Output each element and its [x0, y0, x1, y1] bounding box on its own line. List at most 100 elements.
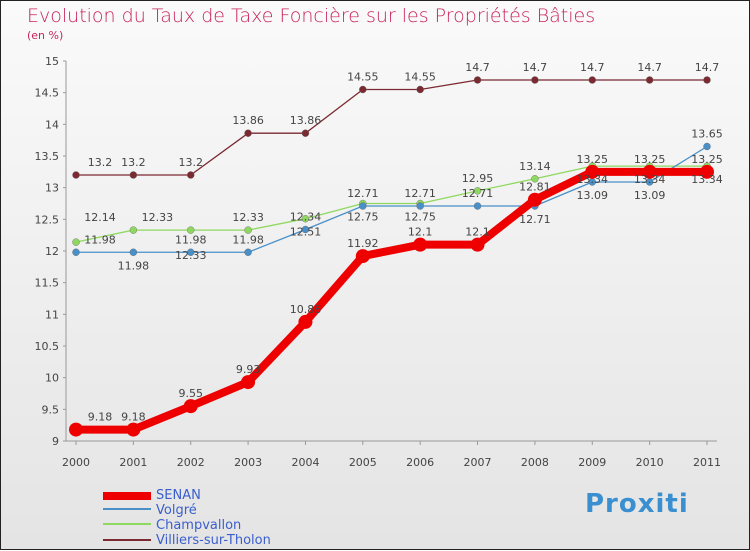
- data-point: [72, 238, 80, 246]
- y-axis-unit: (en %): [27, 29, 64, 42]
- data-point: [301, 214, 310, 223]
- data-label: 13.34: [691, 173, 723, 186]
- data-label: 13.2: [88, 156, 113, 169]
- y-tick-label: 14.5: [35, 87, 60, 100]
- data-label: 12.34: [290, 210, 322, 223]
- data-point: [703, 142, 711, 151]
- data-point: [301, 129, 310, 137]
- data-label: 9.93: [236, 363, 261, 376]
- data-point: [531, 76, 539, 84]
- y-tick-label: 13: [45, 182, 59, 195]
- data-point: [69, 422, 83, 437]
- data-point: [241, 375, 256, 390]
- data-point: [187, 248, 195, 256]
- data-point: [416, 85, 424, 94]
- data-label: 13.34: [577, 173, 609, 186]
- data-point: [527, 192, 542, 207]
- data-label: 13.09: [577, 189, 609, 202]
- data-label: 12.81: [519, 181, 551, 194]
- data-label: 12.33: [175, 249, 207, 262]
- y-tick-label: 14: [45, 118, 59, 131]
- x-tick-label: 2011: [693, 456, 721, 469]
- data-point: [473, 202, 482, 210]
- y-tick-label: 11.5: [35, 277, 60, 290]
- x-tick-label: 2003: [234, 456, 262, 469]
- data-label: 13.25: [691, 153, 723, 166]
- y-tick-label: 9.5: [42, 403, 60, 416]
- x-tick-label: 2005: [349, 456, 377, 469]
- x-tick-label: 2008: [521, 456, 549, 469]
- data-label: 11.98: [232, 233, 264, 246]
- y-tick-label: 9: [52, 435, 59, 448]
- x-tick-label: 2000: [62, 456, 90, 469]
- data-point: [359, 202, 367, 210]
- x-tick-label: 2001: [119, 456, 147, 469]
- x-tick-label: 2009: [578, 456, 606, 469]
- data-point: [298, 314, 313, 329]
- data-label: 12.71: [404, 187, 436, 200]
- y-tick-label: 15: [45, 55, 59, 68]
- x-tick-label: 2007: [464, 456, 492, 469]
- data-label: 13.25: [634, 153, 666, 166]
- y-tick-label: 13.5: [35, 150, 60, 163]
- data-point: [473, 76, 482, 84]
- data-label: 14.7: [580, 61, 605, 74]
- data-label: 13.2: [121, 156, 146, 169]
- data-label: 14.55: [404, 71, 436, 84]
- data-label: 14.7: [637, 61, 662, 74]
- data-label: 13.2: [178, 156, 203, 169]
- data-label: 14.7: [465, 61, 490, 74]
- data-point: [183, 399, 198, 414]
- data-point: [244, 226, 252, 234]
- y-tick-label: 11: [45, 308, 59, 321]
- y-tick-label: 12.5: [35, 213, 60, 226]
- legend-villiers: Villiers-sur-Tholon: [156, 533, 271, 548]
- series-lines: [69, 76, 714, 437]
- data-label: 12.1: [408, 226, 433, 239]
- data-point: [359, 85, 367, 94]
- data-label: 14.55: [347, 71, 379, 84]
- data-point: [301, 225, 310, 234]
- data-point: [129, 171, 138, 179]
- data-label: 11.98: [118, 259, 150, 272]
- data-labels: 9.18 9.18 9.55 9.93 10.88 11.92 12.1 12.1 12.81 1…: [84, 61, 723, 424]
- data-label: 12.33: [142, 211, 174, 224]
- legend-senan: SENAN: [156, 488, 201, 503]
- data-point: [588, 76, 596, 84]
- data-point: [244, 248, 252, 256]
- series-line-1: [76, 145, 708, 253]
- data-label: 13.86: [290, 114, 322, 127]
- data-point: [244, 129, 252, 137]
- legend-volgre: Volgré: [156, 503, 197, 518]
- data-label: 13.14: [519, 160, 551, 173]
- data-point: [129, 226, 138, 234]
- x-tick-label: 2006: [406, 456, 434, 469]
- x-tick-label: 2004: [291, 456, 319, 469]
- data-label: 10.88: [290, 303, 322, 316]
- data-point: [187, 171, 195, 179]
- data-point: [129, 248, 138, 256]
- data-label: 9.18: [88, 411, 113, 424]
- y-tick-label: 12: [45, 245, 59, 258]
- data-label: 12.71: [519, 213, 551, 226]
- data-point: [72, 171, 80, 179]
- data-label: 14.7: [695, 61, 720, 74]
- data-point: [642, 164, 657, 179]
- data-label: 12.14: [84, 211, 116, 224]
- data-point: [470, 237, 485, 252]
- data-point: [187, 226, 195, 234]
- series-line-0: [76, 167, 707, 434]
- data-point: [531, 175, 539, 183]
- data-label: 14.7: [523, 61, 548, 74]
- data-label: 13.65: [691, 128, 723, 141]
- data-point: [126, 422, 141, 437]
- legend-swatch-villiers: [103, 539, 151, 541]
- legend-champvallon: Champvallon: [156, 518, 242, 533]
- data-point: [700, 164, 714, 179]
- data-point: [585, 164, 600, 179]
- series-line-3: [76, 79, 707, 176]
- legend-swatch-champvallon: [103, 523, 151, 525]
- x-tick-label: 2002: [177, 456, 205, 469]
- data-point: [413, 237, 428, 252]
